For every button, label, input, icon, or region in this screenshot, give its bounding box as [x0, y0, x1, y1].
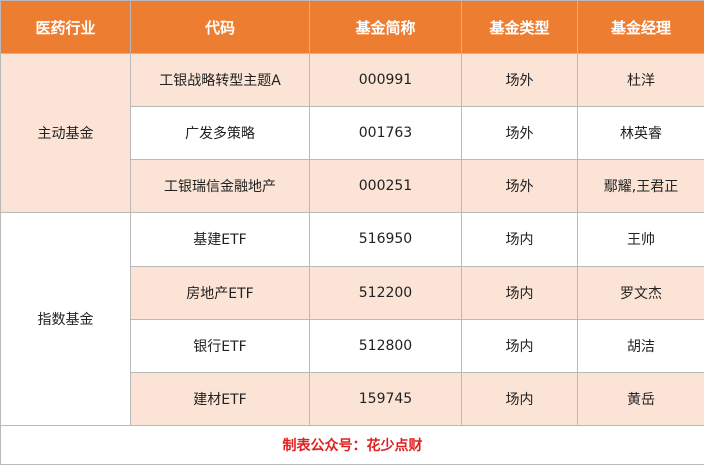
fund-name-cell: 基建ETF [130, 212, 310, 267]
fund-manager-cell: 罗文杰 [577, 265, 704, 320]
table-row: 房地产ETF 512200 场内 罗文杰 [1, 265, 704, 320]
fund-manager-cell: 王帅 [577, 212, 704, 267]
table-row: 银行ETF 512800 场内 胡洁 [1, 318, 704, 373]
fund-code-cell: 512800 [309, 318, 462, 373]
fund-manager-cell: 胡洁 [577, 318, 704, 373]
fund-name-cell: 工银战略转型主题A [130, 52, 310, 108]
table-row: 广发多策略 001763 场外 林英睿 [1, 106, 704, 161]
category-active: 主动基金 [0, 52, 131, 214]
fund-code-cell: 000991 [309, 52, 462, 108]
fund-manager-cell: 林英睿 [577, 106, 704, 161]
header-fund-manager: 基金经理 [577, 0, 704, 54]
fund-name-cell: 房地产ETF [130, 265, 310, 320]
fund-type-cell: 场外 [461, 159, 578, 214]
header-code: 代码 [130, 0, 310, 54]
category-index: 指数基金 [0, 212, 131, 426]
header-industry: 医药行业 [0, 0, 131, 54]
fund-name-cell: 银行ETF [130, 318, 310, 373]
fund-type-cell: 场外 [461, 52, 578, 108]
fund-type-cell: 场外 [461, 106, 578, 161]
fund-code-cell: 000251 [309, 159, 462, 214]
fund-code-cell: 512200 [309, 265, 462, 320]
fund-code-cell: 159745 [309, 371, 462, 427]
header-row: 医药行业 代码 基金简称 基金类型 基金经理 [0, 0, 704, 54]
fund-manager-cell: 鄢耀,王君正 [577, 159, 704, 214]
fund-name-cell: 广发多策略 [130, 106, 310, 161]
fund-name-cell: 工银瑞信金融地产 [130, 159, 310, 214]
footer-note: 制表公众号：花少点财 [0, 425, 704, 465]
fund-manager-cell: 杜洋 [577, 52, 704, 108]
table-row: 主动基金 工银战略转型主题A 000991 场外 杜洋 [0, 52, 704, 214]
fund-type-cell: 场内 [461, 265, 578, 320]
fund-type-cell: 场内 [461, 371, 578, 427]
header-fund-type: 基金类型 [461, 0, 578, 54]
fund-code-cell: 001763 [309, 106, 462, 161]
table-row: 指数基金 基建ETF 516950 场内 王帅 [0, 212, 704, 426]
fund-type-cell: 场内 [461, 212, 578, 267]
table-row: 工银瑞信金融地产 000251 场外 鄢耀,王君正 [1, 159, 704, 214]
header-fund-name: 基金简称 [309, 0, 462, 54]
fund-manager-cell: 黄岳 [577, 371, 704, 427]
fund-name-cell: 建材ETF [130, 371, 310, 427]
fund-code-cell: 516950 [309, 212, 462, 267]
table-row: 建材ETF 159745 场内 黄岳 [1, 371, 704, 427]
footer-row: 制表公众号：花少点财 [0, 425, 704, 465]
fund-type-cell: 场内 [461, 318, 578, 373]
